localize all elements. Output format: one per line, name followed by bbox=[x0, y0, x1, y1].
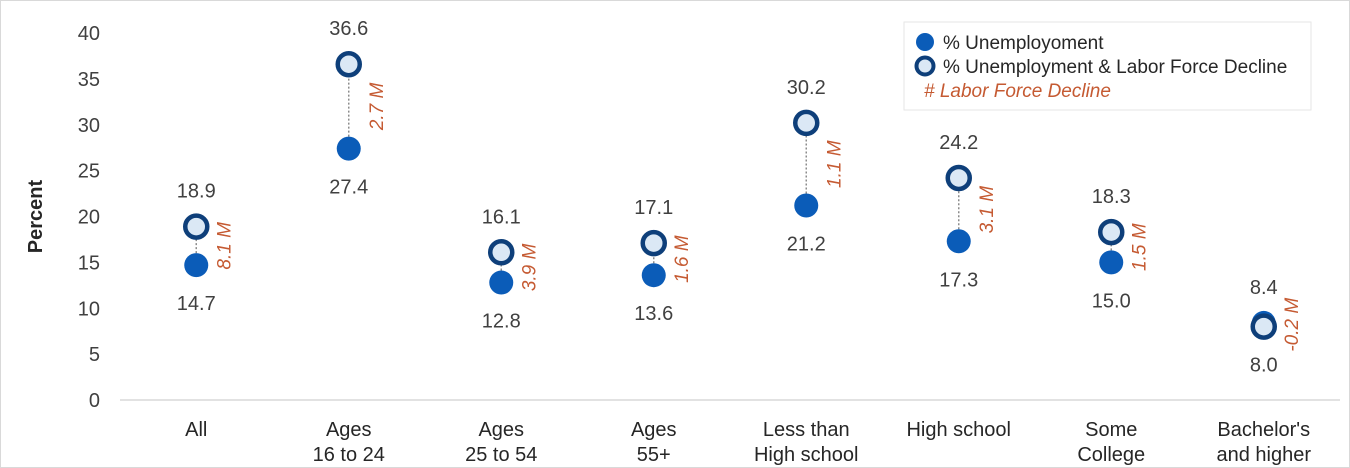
y-tick-label: 0 bbox=[89, 390, 100, 412]
point-unemployment bbox=[1099, 250, 1124, 275]
y-tick-label: 15 bbox=[78, 252, 100, 274]
point-unemployment bbox=[794, 193, 819, 218]
data-label-lower: 12.8 bbox=[482, 311, 521, 333]
x-tick-label: Bachelor's and higher bbox=[1216, 419, 1311, 466]
x-tick-label: All bbox=[185, 419, 207, 441]
point-combined bbox=[1098, 218, 1125, 246]
data-label-lower: 14.7 bbox=[177, 293, 216, 315]
axis-layer: 0 5 10 15 20 25 30 35 40 All Ages 16 to 24 Ages 25 to… bbox=[78, 23, 1340, 466]
data-label-lower: 27.4 bbox=[329, 177, 368, 199]
y-tick-label: 5 bbox=[89, 344, 100, 366]
x-tick-label-line: 55+ bbox=[637, 444, 671, 466]
labor-force-decline-label: 1.5 M bbox=[1129, 223, 1150, 271]
labor-force-decline-label: 3.1 M bbox=[977, 186, 998, 234]
x-tick-label-line: Ages bbox=[631, 419, 677, 441]
x-tick-label: Less than High school bbox=[754, 419, 859, 466]
labor-force-decline-label: 1.6 M bbox=[672, 235, 693, 283]
x-tick-label: Ages 55+ bbox=[631, 419, 677, 466]
data-label-upper: 16.1 bbox=[482, 206, 521, 228]
legend-marker-combined bbox=[914, 55, 936, 77]
x-tick-label-line: Ages bbox=[326, 419, 372, 441]
data-label-upper: 30.2 bbox=[787, 77, 826, 99]
point-unemployment bbox=[184, 253, 209, 278]
y-tick-label: 30 bbox=[78, 115, 100, 137]
x-tick-label-line: Some bbox=[1085, 419, 1137, 441]
legend: % Unemployoment % Unemployment & Labor F… bbox=[903, 21, 1312, 111]
legend-label-combined: % Unemployment & Labor Force Decline bbox=[943, 57, 1287, 78]
point-unemployment bbox=[946, 229, 971, 254]
point-layer bbox=[183, 50, 1277, 340]
x-tick-label-line: High school bbox=[906, 419, 1011, 441]
point-combined bbox=[945, 164, 972, 192]
data-label-upper: 18.3 bbox=[1092, 186, 1131, 208]
y-tick-label: 40 bbox=[78, 23, 100, 45]
data-label-upper: 24.2 bbox=[939, 132, 978, 154]
x-tick-label: High school bbox=[906, 419, 1011, 441]
data-label-lower: 17.3 bbox=[939, 269, 978, 291]
labor-force-decline-label: 1.1 M bbox=[824, 140, 845, 188]
y-tick-label: 10 bbox=[78, 298, 100, 320]
x-tick-label-line: High school bbox=[754, 444, 859, 466]
point-unemployment bbox=[336, 136, 361, 161]
data-label-lower: 13.6 bbox=[634, 303, 673, 325]
data-label-upper: 8.4 bbox=[1250, 277, 1278, 299]
x-tick-label: Some College bbox=[1077, 419, 1145, 466]
legend-box bbox=[903, 21, 1312, 111]
labor-force-decline-label: 3.9 M bbox=[519, 243, 540, 291]
point-combined bbox=[183, 213, 210, 240]
labor-force-decline-label: 2.7 M bbox=[367, 82, 388, 131]
point-unemployment bbox=[641, 263, 666, 288]
point-combined bbox=[335, 50, 362, 78]
x-tick-label-line: College bbox=[1077, 444, 1145, 466]
labor-force-decline-label: 8.1 M bbox=[214, 222, 235, 270]
x-tick-label-line: Bachelor's bbox=[1217, 419, 1310, 441]
x-tick-label-line: 16 to 24 bbox=[313, 444, 385, 466]
legend-marker-unemployment bbox=[916, 33, 934, 51]
x-tick-label: Ages 25 to 54 bbox=[465, 419, 537, 466]
y-tick-label: 25 bbox=[78, 161, 100, 183]
data-label-upper: 36.6 bbox=[329, 18, 368, 40]
y-tick-label: 35 bbox=[78, 69, 100, 91]
point-combined bbox=[1250, 313, 1277, 340]
point-combined bbox=[640, 229, 667, 257]
y-axis-title: Percent bbox=[25, 179, 47, 253]
labor-force-decline-label: -0.2 M bbox=[1282, 298, 1303, 352]
data-label-lower: 21.2 bbox=[787, 233, 826, 255]
x-tick-label-line: and higher bbox=[1216, 444, 1311, 466]
x-tick-label-line: All bbox=[185, 419, 207, 441]
data-label-lower: 8.0 bbox=[1250, 355, 1278, 377]
point-unemployment bbox=[489, 270, 514, 295]
point-combined bbox=[793, 109, 820, 137]
x-tick-label-line: 25 to 54 bbox=[465, 444, 537, 466]
legend-label-unemployment: % Unemployoment bbox=[943, 33, 1104, 54]
label-layer: 18.9 14.7 8.1 M 36.6 27.4 2.7 M 16.1 12.8 3.9 M 1… bbox=[177, 18, 1303, 376]
x-tick-label: Ages 16 to 24 bbox=[313, 419, 385, 466]
data-label-upper: 17.1 bbox=[634, 197, 673, 219]
x-tick-label-line: Less than bbox=[763, 419, 850, 441]
legend-label-labor-force-decline: # Labor Force Decline bbox=[924, 81, 1111, 102]
data-label-upper: 18.9 bbox=[177, 181, 216, 203]
y-tick-label: 20 bbox=[78, 207, 100, 229]
x-tick-label-line: Ages bbox=[478, 419, 524, 441]
data-label-lower: 15.0 bbox=[1092, 290, 1131, 312]
point-combined bbox=[488, 239, 515, 266]
